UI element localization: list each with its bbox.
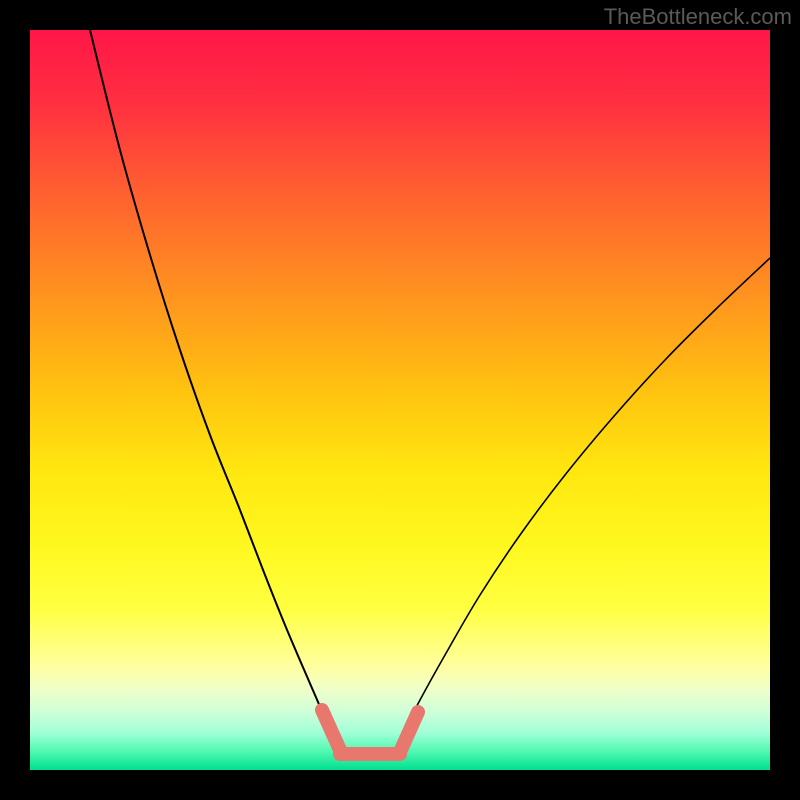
chart-background [30, 30, 770, 770]
chart-svg [30, 30, 770, 770]
watermark-text: TheBottleneck.com [604, 4, 792, 30]
bottleneck-chart [30, 30, 770, 770]
